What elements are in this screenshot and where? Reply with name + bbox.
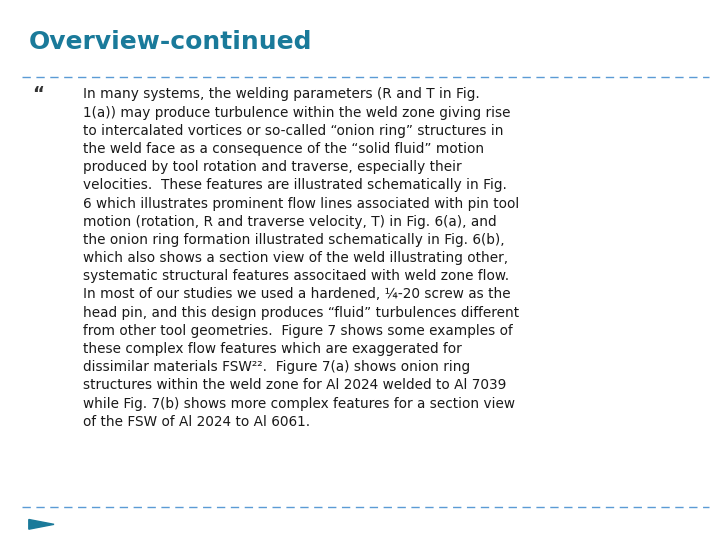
Polygon shape <box>29 519 54 529</box>
Text: In many systems, the welding parameters (R and T in Fig.
1(a)) may produce turbu: In many systems, the welding parameters … <box>83 87 519 429</box>
Text: “: “ <box>32 85 44 103</box>
Text: Overview-continued: Overview-continued <box>29 30 312 53</box>
